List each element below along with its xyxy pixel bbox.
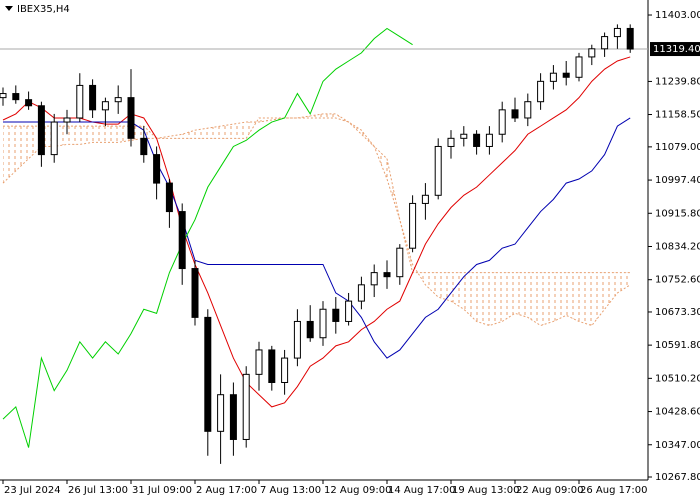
x-tick-label: 12 Aug 09:00 bbox=[324, 485, 391, 496]
chart-title: IBEX35,H4 bbox=[17, 4, 70, 15]
candle-body bbox=[76, 84, 84, 119]
candle-body bbox=[255, 349, 263, 375]
candle-body bbox=[447, 137, 455, 147]
y-tick-label: 10428.60 bbox=[655, 407, 700, 418]
candle-body bbox=[537, 80, 545, 103]
candle-body bbox=[421, 194, 429, 204]
y-tick-label: 10591.80 bbox=[655, 340, 700, 351]
y-tick-label: 11239.80 bbox=[655, 76, 700, 87]
x-tick-label: 7 Aug 13:00 bbox=[260, 485, 321, 496]
x-tick-label: 19 Aug 13:00 bbox=[452, 485, 519, 496]
candle-body bbox=[217, 394, 225, 432]
candle-body bbox=[332, 308, 340, 322]
candle-body bbox=[178, 211, 186, 270]
candle-body bbox=[165, 182, 173, 213]
y-tick-label: 11403.00 bbox=[655, 10, 700, 21]
candle-body bbox=[524, 101, 532, 119]
candle-body bbox=[511, 109, 519, 119]
indicator-line bbox=[3, 117, 631, 359]
candle-body bbox=[613, 27, 621, 38]
x-tick-label: 26 Jul 13:00 bbox=[68, 485, 128, 496]
candle-body bbox=[242, 373, 250, 440]
candle-body bbox=[229, 394, 237, 440]
x-tick-label: 31 Jul 09:00 bbox=[132, 485, 192, 496]
y-tick-label: 11158.50 bbox=[655, 110, 700, 121]
candle-body bbox=[0, 93, 7, 99]
candle-body bbox=[191, 268, 199, 318]
candle-body bbox=[281, 357, 289, 383]
candle-body bbox=[383, 272, 391, 278]
y-tick-label: 10673.30 bbox=[655, 307, 700, 318]
candle-body bbox=[370, 272, 378, 286]
candle-body bbox=[549, 72, 557, 82]
candle-body bbox=[575, 56, 583, 78]
indicator-line bbox=[2, 56, 631, 408]
y-tick-label: 10834.20 bbox=[655, 241, 700, 252]
x-tick-label: 2 Aug 17:00 bbox=[196, 485, 257, 496]
candle-body bbox=[626, 27, 634, 50]
plot-area bbox=[0, 0, 648, 480]
y-tick-label: 11079.00 bbox=[655, 142, 700, 153]
candle-body bbox=[89, 84, 97, 111]
candle-body bbox=[396, 247, 404, 278]
senkou-span bbox=[3, 117, 631, 274]
x-tick-label: 14 Aug 17:00 bbox=[388, 485, 455, 496]
candle-body bbox=[485, 133, 493, 147]
candle-body bbox=[63, 117, 71, 123]
candle-body bbox=[25, 99, 33, 107]
candle-body bbox=[460, 133, 468, 139]
candle-body bbox=[409, 202, 417, 249]
menu-triangle[interactable] bbox=[5, 6, 13, 11]
candle-body bbox=[101, 101, 109, 111]
current-price-box bbox=[650, 42, 700, 57]
candle-body bbox=[268, 349, 276, 383]
candle-body bbox=[153, 154, 161, 184]
y-tick-label: 10915.80 bbox=[655, 208, 700, 219]
x-tick-label: 22 Aug 09:00 bbox=[516, 485, 583, 496]
x-tick-label: 26 Aug 17:00 bbox=[580, 485, 647, 496]
current-price-label: 11319.40 bbox=[653, 44, 700, 55]
y-tick-label: 10267.80 bbox=[655, 472, 700, 483]
candle-body bbox=[140, 137, 148, 156]
candle-body bbox=[357, 284, 365, 302]
candle-body bbox=[601, 36, 609, 50]
candle-body bbox=[434, 145, 442, 196]
candle-body bbox=[345, 300, 353, 322]
y-tick-label: 10997.40 bbox=[655, 175, 700, 186]
indicator-line bbox=[2, 27, 413, 448]
candle-body bbox=[127, 97, 135, 139]
candle-body bbox=[306, 320, 314, 339]
candle-body bbox=[12, 93, 20, 101]
y-tick-label: 10752.60 bbox=[655, 275, 700, 286]
candle-body bbox=[293, 320, 301, 359]
candle-body bbox=[319, 308, 327, 339]
y-tick-label: 10347.00 bbox=[655, 440, 700, 451]
candle-body bbox=[204, 316, 212, 432]
candle-body bbox=[37, 105, 45, 156]
y-tick-label: 10510.20 bbox=[655, 373, 700, 384]
candle-body bbox=[562, 72, 570, 78]
x-tick-label: 23 Jul 2024 bbox=[4, 485, 61, 496]
candle-body bbox=[498, 109, 506, 135]
candle-body bbox=[50, 121, 58, 156]
candle-body bbox=[473, 133, 481, 147]
candle-body bbox=[588, 48, 596, 58]
candle-body bbox=[114, 97, 122, 103]
